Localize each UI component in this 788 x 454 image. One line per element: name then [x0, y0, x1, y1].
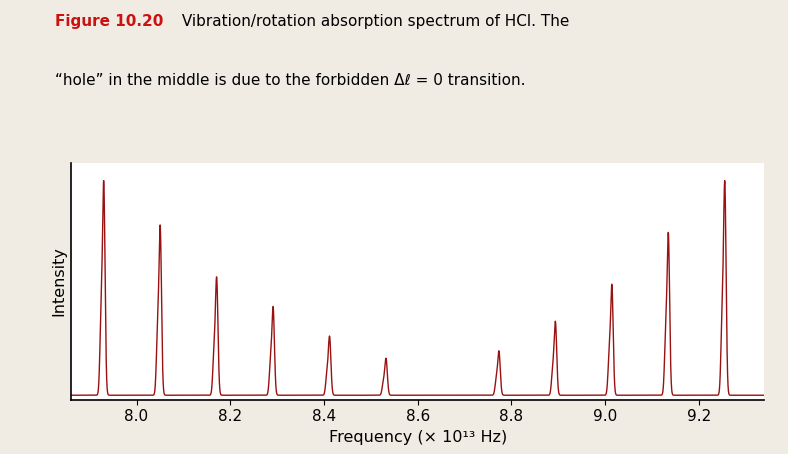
Text: Vibration/rotation absorption spectrum of HCl. The: Vibration/rotation absorption spectrum o… — [177, 14, 570, 29]
Y-axis label: Intensity: Intensity — [52, 247, 67, 316]
Text: Figure 10.20: Figure 10.20 — [55, 14, 164, 29]
X-axis label: Frequency (× 10¹³ Hz): Frequency (× 10¹³ Hz) — [329, 430, 507, 445]
Text: “hole” in the middle is due to the forbidden Δℓ = 0 transition.: “hole” in the middle is due to the forbi… — [55, 73, 526, 88]
